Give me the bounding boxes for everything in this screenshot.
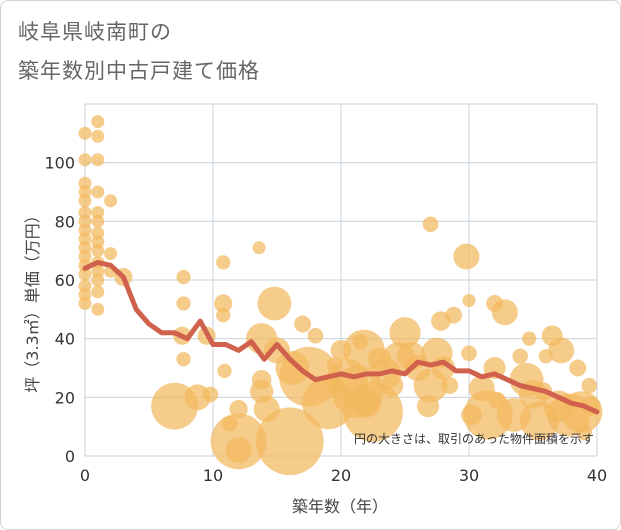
data-bubble <box>453 243 480 270</box>
data-bubble <box>202 386 219 403</box>
data-bubble <box>491 299 518 326</box>
y-tick-label: 80 <box>55 212 75 231</box>
data-bubble <box>214 294 233 313</box>
x-tick-label: 40 <box>587 466 607 485</box>
data-bubble <box>104 194 118 208</box>
data-bubble <box>91 153 105 167</box>
data-bubble <box>91 214 105 228</box>
data-bubble <box>229 399 248 419</box>
data-bubble <box>445 306 463 324</box>
y-axis-label: 坪（3.3㎡）単価（万円） <box>23 207 42 392</box>
data-bubble <box>381 374 404 397</box>
data-bubble <box>461 345 477 362</box>
data-bubble <box>78 267 92 281</box>
data-bubble <box>176 269 191 285</box>
chart-title-line1: 岐阜県岐南町の <box>18 20 172 44</box>
x-tick-label: 20 <box>331 466 351 485</box>
data-bubble <box>389 317 421 349</box>
data-bubble <box>91 129 105 143</box>
data-bubble <box>581 377 598 394</box>
tick-labels: 0 10 20 30 40 0 20 40 60 80 100 <box>44 154 607 485</box>
data-bubble <box>91 115 105 129</box>
data-bubble <box>78 194 92 208</box>
data-bubble <box>91 302 105 316</box>
data-bubble <box>576 424 592 441</box>
data-bubble <box>176 296 191 311</box>
data-bubble <box>217 363 232 379</box>
data-bubble <box>91 185 105 199</box>
x-tick-label: 0 <box>80 466 90 485</box>
y-tick-label: 100 <box>44 154 75 173</box>
data-bubble <box>462 294 476 308</box>
data-bubble <box>78 153 92 167</box>
x-axis-label: 築年数（年） <box>292 497 388 516</box>
data-bubble <box>78 296 92 310</box>
data-bubble <box>78 126 92 140</box>
data-bubble <box>343 382 403 442</box>
data-bubble <box>91 244 105 258</box>
y-tick-label: 0 <box>65 447 75 466</box>
data-bubble <box>422 216 439 233</box>
x-tick-label: 10 <box>203 466 223 485</box>
y-tick-label: 20 <box>55 388 75 407</box>
data-bubble <box>252 241 266 255</box>
data-bubble <box>569 359 587 377</box>
data-bubble <box>91 285 105 299</box>
data-bubble <box>216 255 231 270</box>
x-tick-label: 30 <box>459 466 479 485</box>
trend-line <box>82 259 600 415</box>
data-bubble <box>307 327 324 344</box>
data-bubble <box>91 273 105 287</box>
data-bubble <box>225 437 252 464</box>
data-bubble <box>294 315 312 333</box>
y-tick-label: 60 <box>55 271 75 290</box>
bubble-layer <box>78 115 603 476</box>
data-bubble <box>441 377 459 395</box>
data-bubble <box>512 348 528 365</box>
data-bubble <box>176 352 191 367</box>
data-bubble <box>548 337 575 364</box>
data-bubble <box>216 308 231 323</box>
data-bubble <box>255 407 324 476</box>
data-bubble <box>257 286 292 321</box>
chart-title-line2: 築年数別中古戸建て価格 <box>18 59 260 83</box>
y-tick-label: 40 <box>55 330 75 349</box>
data-bubble <box>104 247 118 261</box>
data-bubble <box>522 331 537 346</box>
size-note: 円の大きさは、取引のあった物件面積を示す <box>354 431 594 446</box>
